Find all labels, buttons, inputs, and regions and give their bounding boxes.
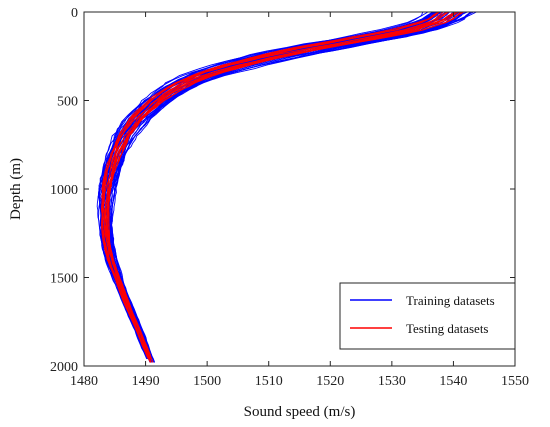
x-tick-label: 1490 [132, 374, 160, 389]
y-tick-label: 0 [71, 6, 78, 21]
legend-box [339, 282, 516, 350]
y-tick-label: 1000 [50, 183, 78, 198]
profiles-layer [96, 11, 477, 363]
x-axis-label: Sound speed (m/s) [244, 404, 356, 420]
legend-label-training: Training datasets [406, 293, 495, 308]
x-tick-label: 1500 [193, 374, 221, 389]
x-tick-label: 1550 [501, 374, 529, 389]
x-tick-label: 1480 [70, 374, 98, 389]
x-tick-label: 1520 [316, 374, 344, 389]
x-tick-label: 1530 [378, 374, 406, 389]
axis-ticks: 1480 1490 1500 1510 1520 1530 1540 1550 0 500 1000… [50, 6, 529, 389]
y-tick-label: 500 [57, 95, 78, 110]
testing-profile-line [101, 11, 440, 363]
x-tick-label: 1540 [439, 374, 467, 389]
legend: Training datasets Testing datasets [339, 282, 516, 350]
y-tick-label: 1500 [50, 272, 78, 287]
y-tick-label: 2000 [50, 360, 78, 375]
testing-profile-line [106, 11, 457, 360]
y-axis-label: Depth (m) [8, 158, 24, 220]
legend-label-testing: Testing datasets [406, 321, 489, 336]
testing-profile-line [102, 11, 444, 363]
x-tick-label: 1510 [255, 374, 283, 389]
training-profile-line [110, 11, 472, 363]
testing-profile-line [107, 11, 461, 363]
